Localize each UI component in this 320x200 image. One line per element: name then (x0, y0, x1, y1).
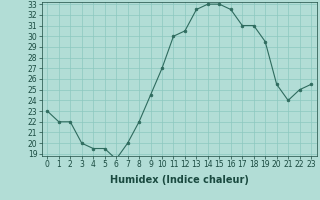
X-axis label: Humidex (Indice chaleur): Humidex (Indice chaleur) (110, 175, 249, 185)
